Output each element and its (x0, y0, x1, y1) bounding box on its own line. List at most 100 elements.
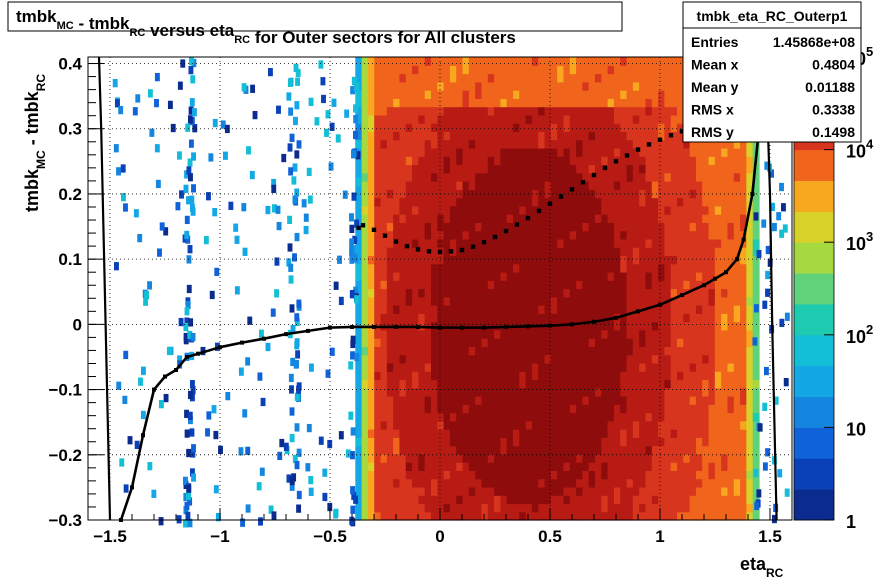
heatmap-bin (538, 338, 546, 347)
heatmap-bin (702, 172, 710, 182)
outlier-bin (783, 378, 789, 387)
heatmap-bin (494, 73, 501, 83)
heatmap-bin (683, 147, 691, 157)
heatmap-bin (544, 453, 552, 463)
heatmap-bin (588, 197, 596, 207)
rms-profile-point (580, 180, 586, 185)
heatmap-bin (355, 164, 363, 174)
heatmap-bin (355, 395, 363, 405)
heatmap-bin (664, 106, 672, 116)
heatmap-bin (525, 371, 533, 381)
heatmap-bin (727, 395, 735, 405)
heatmap-bin (626, 139, 634, 149)
outlier-bin (187, 519, 193, 528)
heatmap-bin (475, 371, 483, 381)
heatmap-bin (607, 503, 615, 513)
heatmap-bin (399, 139, 407, 149)
heatmap-bin (613, 296, 621, 306)
heatmap-bin (468, 371, 476, 381)
heatmap-bin (367, 123, 375, 133)
heatmap-bin (626, 404, 634, 414)
heatmap-bin (544, 354, 552, 364)
heatmap-bin (513, 156, 520, 166)
heatmap-bin (740, 478, 747, 488)
heatmap-bin (632, 420, 640, 430)
heatmap-bin (443, 147, 451, 157)
heatmap-bin (733, 321, 741, 331)
heatmap-bin (519, 338, 527, 347)
heatmap-bin (708, 147, 716, 157)
heatmap-bin (689, 379, 697, 389)
heatmap-bin (506, 470, 514, 480)
heatmap-bin (683, 321, 691, 331)
heatmap-bin (582, 238, 590, 248)
heatmap-bin (563, 445, 571, 455)
heatmap-bin (525, 73, 533, 83)
heatmap-bin (601, 429, 609, 438)
heatmap-bin (475, 486, 483, 496)
heatmap-bin (487, 189, 495, 199)
heatmap-bin (487, 511, 495, 521)
heatmap-bin (677, 139, 684, 149)
heatmap-bin (670, 189, 678, 199)
heatmap-bin (519, 98, 527, 108)
heatmap-bin (449, 288, 457, 298)
heatmap-bin (727, 511, 735, 521)
heatmap-bin (386, 412, 394, 422)
heatmap-bin (361, 404, 369, 414)
mean-profile-point (350, 324, 354, 329)
heatmap-bin (506, 131, 514, 141)
heatmap-bin (456, 131, 464, 141)
heatmap-bin (355, 214, 363, 223)
heatmap-bin (557, 280, 565, 290)
heatmap-bin (645, 123, 653, 133)
heatmap-bin (462, 263, 470, 273)
heatmap-bin (386, 271, 394, 281)
heatmap-bin (475, 238, 483, 248)
outlier-bin (189, 203, 195, 212)
heatmap-bin (449, 404, 457, 414)
heatmap-bin (557, 131, 565, 141)
heatmap-bin (651, 164, 659, 174)
heatmap-bin (462, 271, 470, 281)
heatmap-bin (430, 255, 438, 265)
outlier-bin (352, 235, 358, 244)
heatmap-bin (449, 503, 457, 513)
heatmap-bin (651, 247, 659, 257)
heatmap-bin (613, 65, 621, 75)
heatmap-bin (702, 395, 710, 405)
heatmap-bin (588, 57, 596, 66)
heatmap-bin (430, 57, 438, 66)
heatmap-bin (430, 271, 438, 281)
heatmap-bin (620, 478, 628, 488)
heatmap-bin (689, 486, 697, 496)
heatmap-bin (456, 114, 464, 124)
heatmap-bin (481, 131, 489, 141)
heatmap-bin (576, 305, 583, 314)
heatmap-bin (481, 222, 489, 232)
heatmap-bin (506, 98, 514, 108)
colorbar-swatch (794, 180, 834, 212)
heatmap-bin (601, 478, 609, 488)
colorbar-label: 1 (846, 512, 856, 532)
heatmap-bin (695, 247, 703, 257)
heatmap-bin (664, 329, 672, 339)
heatmap-bin (513, 470, 520, 480)
heatmap-bin (367, 296, 375, 306)
heatmap-bin (670, 131, 678, 141)
heatmap-bin (513, 247, 520, 257)
heatmap-bin (582, 511, 590, 521)
heatmap-bin (513, 164, 520, 174)
heatmap-bin (443, 255, 451, 265)
heatmap-bin (695, 478, 703, 488)
heatmap-bin (513, 114, 520, 124)
heatmap-bin (708, 305, 716, 314)
heatmap-bin (500, 495, 508, 505)
heatmap-bin (582, 230, 590, 240)
heatmap-bin (519, 305, 527, 314)
heatmap-bin (418, 486, 426, 496)
heatmap-bin (607, 81, 615, 91)
heatmap-bin (689, 205, 697, 215)
heatmap-bin (607, 495, 615, 505)
outlier-bin (189, 57, 194, 66)
